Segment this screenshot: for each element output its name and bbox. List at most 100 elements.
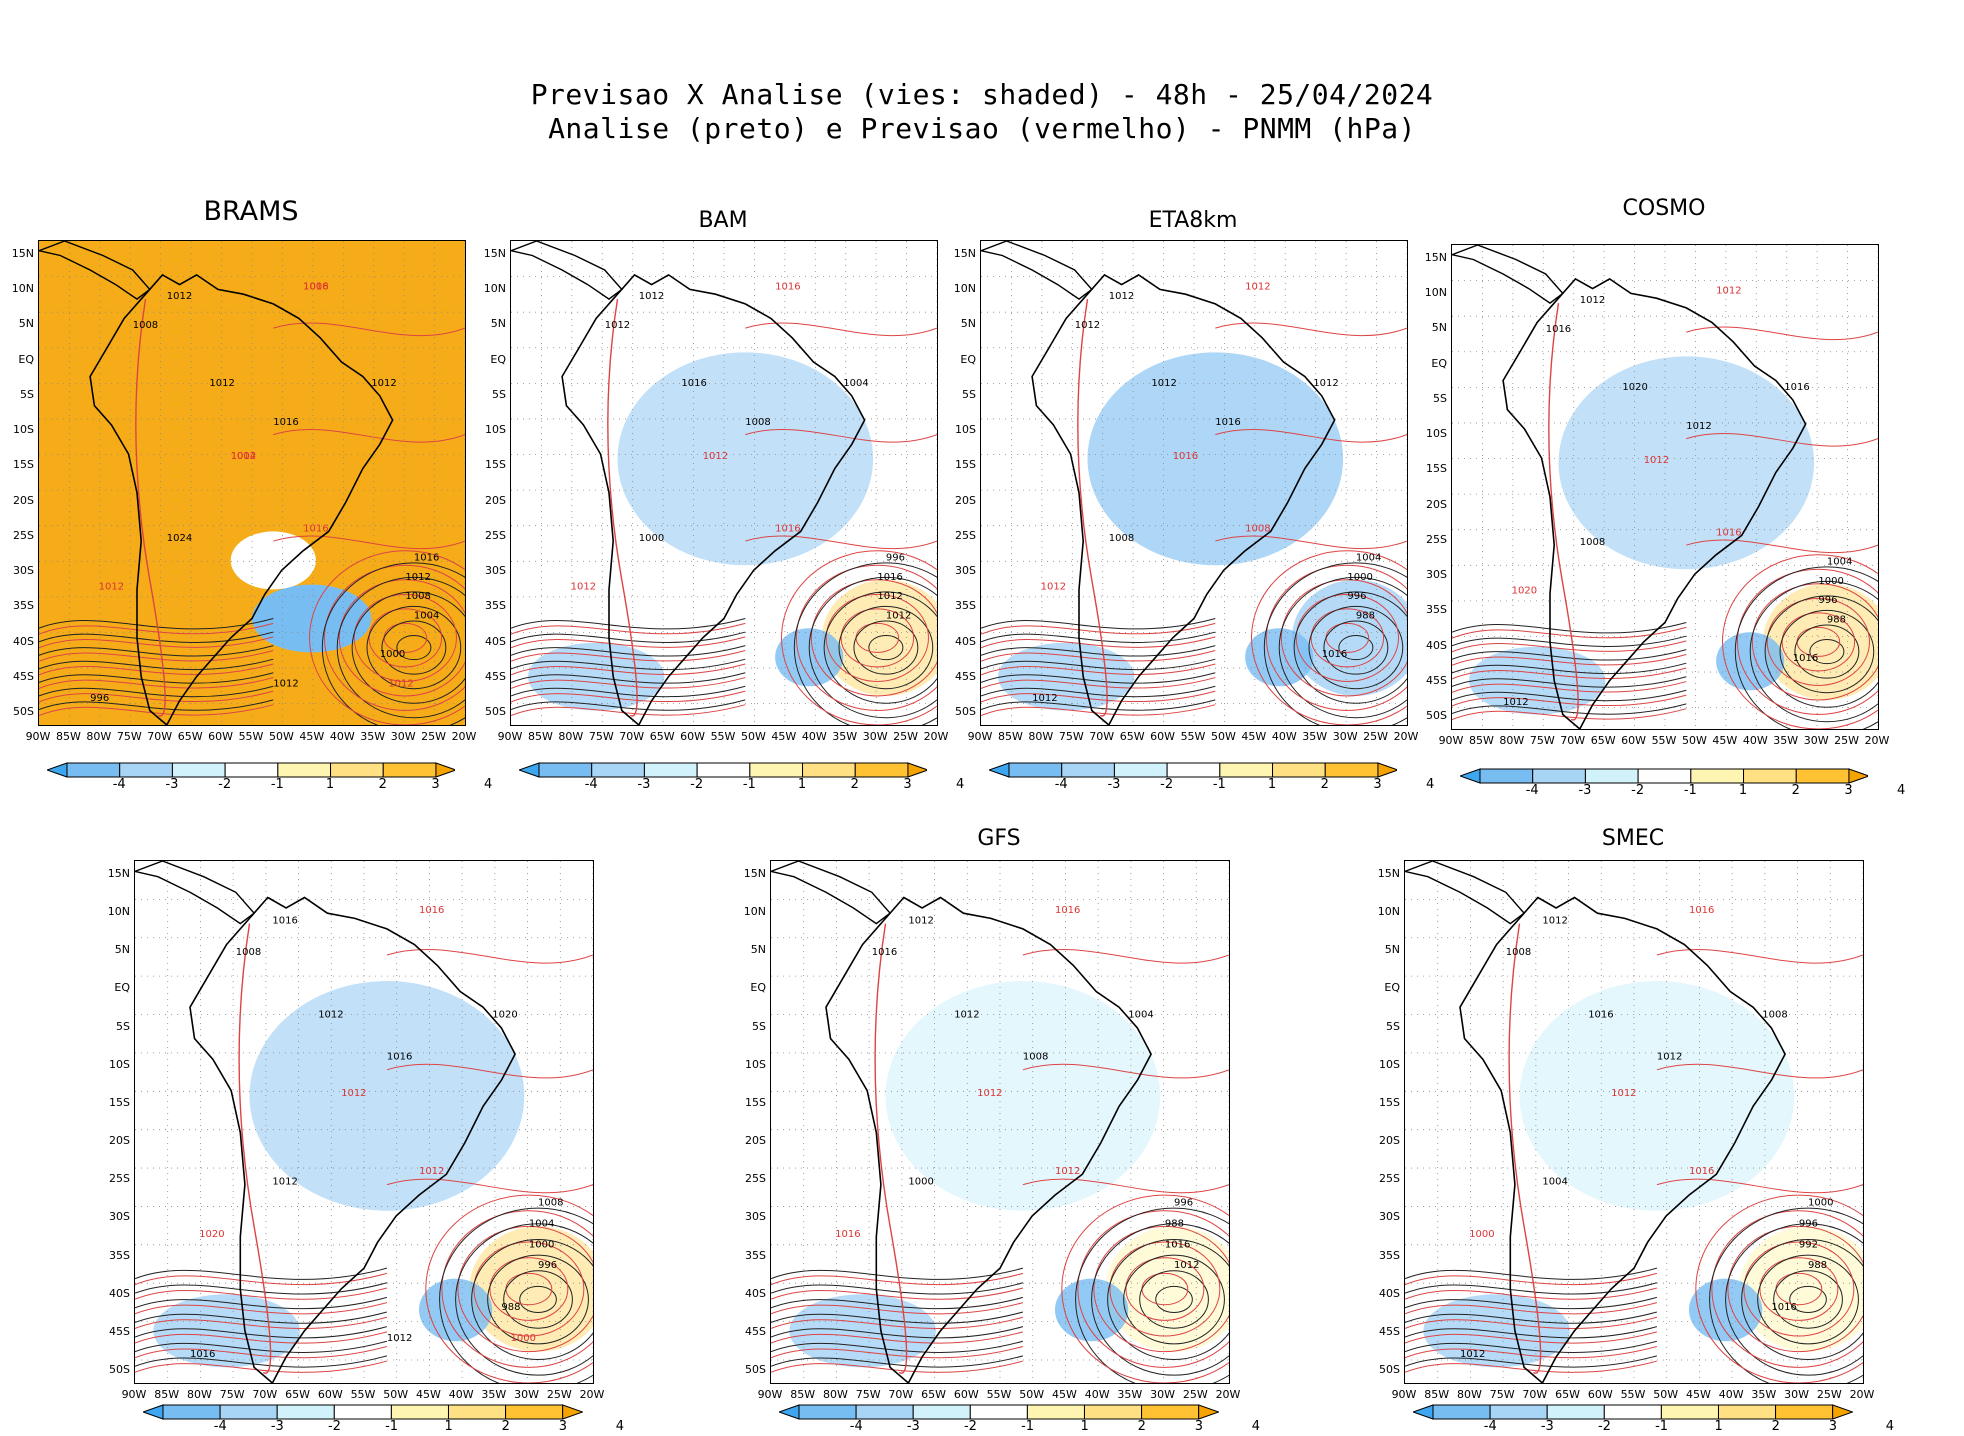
colorbar-label: 1	[1080, 1419, 1089, 1434]
analysis-isobar	[1452, 689, 1687, 702]
analysis-isobar	[135, 1326, 388, 1339]
map-svg: 1012 1012 1016 1008 1004 1000 996 1016 1012 1012 1…	[511, 241, 937, 725]
analysis-isobar	[1155, 1285, 1193, 1314]
colorbar-label: -4	[1054, 777, 1068, 792]
latitude-label: 5S	[116, 1019, 130, 1033]
coastline-central-america	[1405, 861, 1526, 925]
forecast-isobar	[1077, 298, 1108, 717]
map-svg: 1012 1016 1020 1012 1016 1008 1004 1000 996 988 10…	[1452, 245, 1878, 729]
panel-title: BAM	[698, 208, 748, 233]
isobar-label: 996	[1799, 1218, 1818, 1229]
isobar-label: 1016	[872, 947, 897, 958]
latitude-label: 30S	[955, 564, 976, 578]
isobar-label: 1004	[1356, 552, 1381, 563]
latitude-label: 25S	[109, 1172, 130, 1186]
latitude-label: 45S	[109, 1324, 130, 1338]
forecast-isobar	[1781, 612, 1856, 672]
longitude-label: 85W	[1468, 734, 1494, 747]
forecast-isobar	[745, 535, 937, 550]
colorbar-segment	[562, 1404, 585, 1420]
forecast-isobar-label: 1012	[99, 581, 124, 592]
colorbar-segment	[1141, 1404, 1200, 1420]
latitude-label: 5N	[960, 317, 976, 331]
latitude-label: 25S	[955, 528, 976, 542]
isobar-label: 1000	[1808, 1198, 1833, 1209]
latitude-label: 30S	[1379, 1210, 1400, 1224]
colorbar-label: 3	[1194, 1419, 1203, 1434]
forecast-isobar-label: 1016	[835, 1229, 860, 1240]
isobar-label: 1016	[1784, 382, 1809, 393]
isobar-label: 1016	[877, 572, 902, 583]
latitude-label: 30S	[745, 1210, 766, 1224]
forecast-isobar	[1656, 948, 1863, 964]
latitude-label: 10N	[953, 282, 976, 296]
coastline-south-america	[89, 273, 394, 725]
longitude-label: 20W	[1393, 730, 1419, 743]
analysis-isobar	[981, 631, 1216, 643]
longitude-label: 90W	[967, 730, 993, 743]
latitude-label: 45S	[13, 669, 34, 683]
longitude-label: 85W	[527, 730, 553, 743]
colorbar-label: -4	[584, 777, 598, 792]
isobar-label: 988	[501, 1302, 520, 1313]
coastline-central-america	[981, 241, 1093, 300]
latitude-label: 5N	[490, 317, 506, 331]
longitude-label: 80W	[1499, 734, 1525, 747]
longitude-label: 70W	[888, 1388, 914, 1401]
isobar-label: 1012	[1460, 1349, 1485, 1360]
analysis-isobar	[1749, 580, 1878, 723]
forecast-isobar	[511, 649, 746, 662]
latitude-label: 35S	[485, 599, 506, 613]
isobar-label: 1016	[273, 417, 298, 428]
colorbar	[777, 1404, 1221, 1424]
longitude-label: 55W	[1651, 734, 1677, 747]
isobar-label: 1016	[1588, 1010, 1613, 1021]
forecast-isobar	[745, 428, 937, 443]
analysis-isobar	[366, 605, 462, 690]
latitude-label: EQ	[960, 352, 976, 366]
latitude-label: 5S	[752, 1019, 766, 1033]
colorbar-label: 4	[615, 1419, 625, 1434]
longitude-label: 40W	[1271, 730, 1297, 743]
latitude-label: 5N	[1384, 943, 1400, 957]
isobar-label: 1012	[1151, 378, 1176, 389]
forecast-isobar	[39, 704, 274, 716]
latitude-label: 40S	[485, 634, 506, 648]
latitude-label: 35S	[745, 1248, 766, 1262]
isobar-label: 1008	[745, 417, 770, 428]
latitude-label: EQ	[1384, 981, 1400, 995]
forecast-isobar	[781, 550, 937, 725]
forecast-isobar	[338, 579, 465, 697]
analysis-isobar	[1725, 1223, 1863, 1376]
colorbar-segment	[66, 762, 120, 778]
latitude-label: 5S	[1433, 391, 1447, 405]
analysis-isobar	[511, 645, 746, 657]
colorbar-segment	[448, 1404, 507, 1420]
analysis-isobar	[1809, 638, 1845, 665]
isobar-label: 1012	[387, 1333, 412, 1344]
analysis-isobar	[1757, 1254, 1859, 1345]
colorbar-label: -1	[1655, 1419, 1669, 1434]
panel-title: SMEC	[1601, 826, 1665, 851]
longitude-label: 20W	[1849, 1388, 1875, 1401]
isobar-label: 1012	[1075, 320, 1100, 331]
longitude-label: 30W	[514, 1388, 539, 1401]
forecast-isobar	[771, 1287, 1024, 1300]
latitude-label: 5N	[18, 317, 34, 331]
forecast-isobar	[511, 690, 746, 703]
forecast-isobar	[1405, 1331, 1658, 1344]
forecast-isobar	[825, 593, 929, 682]
latitude-label: 15S	[1426, 462, 1447, 476]
isobar-label: 1004	[843, 378, 868, 389]
colorbar-segment	[1637, 768, 1691, 784]
forecast-isobar	[1251, 550, 1407, 725]
longitude-label: 55W	[350, 1388, 376, 1401]
longitude-label: 70W	[1560, 734, 1586, 747]
latitude-label: 25S	[1379, 1172, 1400, 1186]
analysis-isobar	[135, 1282, 388, 1295]
coastline-central-america	[135, 861, 256, 925]
forecast-isobar-label: 1012	[977, 1088, 1002, 1099]
map-svg: 1012 1008 1012 1016 1012 1024 1016 1012 1008 1004…	[39, 241, 465, 725]
forecast-isobar	[771, 1272, 1024, 1286]
longitude-label: 25W	[1834, 734, 1859, 747]
